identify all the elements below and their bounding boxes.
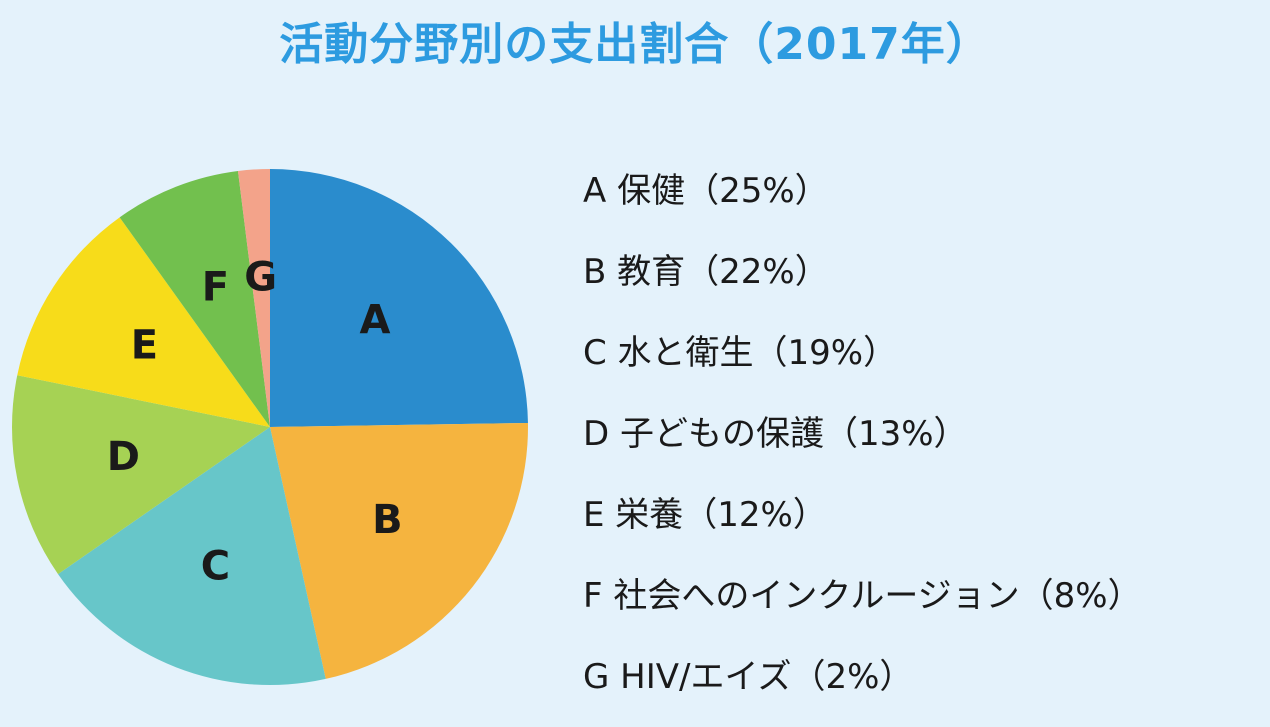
pie-slice-d: [11, 375, 270, 575]
slice-label-b: B: [372, 497, 403, 543]
slice-label-d: D: [107, 434, 140, 480]
chart-title: 活動分野別の支出割合（2017年）: [279, 19, 991, 70]
pie-slice-e: [17, 217, 271, 427]
legend-item-g: G HIV/エイズ（2%）: [583, 657, 914, 697]
legend-item-d: D 子どもの保護（13%）: [583, 414, 968, 454]
pie-slice-a: [270, 169, 528, 427]
legend-item-f: F 社会へのインクルージョン（8%）: [583, 576, 1142, 616]
slice-label-e: E: [131, 323, 158, 369]
slice-label-c: C: [201, 543, 230, 589]
slice-label-g: G: [244, 255, 277, 301]
pie-slice-b: [270, 422, 528, 679]
legend-item-a: A 保健（25%）: [583, 171, 829, 211]
pie-slice-g: [237, 169, 270, 427]
legend-item-c: C 水と衛生（19%）: [583, 333, 898, 373]
pie-slice-c: [58, 427, 326, 685]
slice-label-a: A: [360, 297, 391, 343]
legend-item-b: B 教育（22%）: [583, 252, 829, 292]
pie-slice-f: [119, 170, 271, 427]
legend-item-e: E 栄養（12%）: [583, 495, 827, 535]
legend: A 保健（25%） B 教育（22%） C 水と衛生（19%） D 子どもの保護…: [583, 160, 1142, 727]
slice-label-f: F: [202, 265, 229, 311]
pie-chart: A B C D EF G: [11, 169, 528, 685]
